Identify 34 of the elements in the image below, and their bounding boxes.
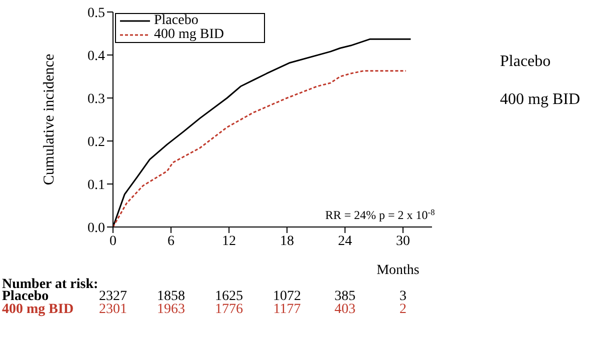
text: 3: [400, 289, 406, 304]
text: 2301: [99, 302, 127, 317]
x-tick-label: 30: [396, 234, 410, 249]
line-series: [113, 70, 407, 227]
text: 1858: [157, 289, 185, 304]
x-tick-label: 24: [338, 234, 352, 249]
x-tick-label: 0: [110, 234, 116, 249]
text: Placebo: [500, 53, 551, 70]
text: Placebo: [2, 289, 49, 304]
x-axis-title: Months: [376, 263, 420, 278]
text: 1963: [157, 302, 185, 317]
text: 1625: [215, 289, 243, 304]
y-tick-label: 0.0: [88, 220, 105, 236]
x-tick-label: 6: [168, 234, 174, 249]
x-tick-label: 18: [280, 234, 294, 249]
text: 2327: [99, 289, 127, 304]
legend-label: Placebo: [154, 13, 198, 28]
y-tick-label: 0.5: [88, 6, 105, 21]
y-axis-title: Cumulative incidence: [41, 54, 58, 186]
text: 1776: [215, 302, 243, 317]
legend-label: 400 mg BID: [154, 27, 224, 42]
y-tick-label: 0.4: [88, 48, 105, 64]
x-tick-label: 12: [222, 234, 236, 249]
text: 400 mg BID: [500, 91, 580, 108]
text: 403: [334, 302, 356, 317]
y-tick-label: 0.2: [88, 134, 105, 150]
text: 2: [400, 302, 406, 317]
annotation: RR = 24% p = 2 x 10$^{-8}$: [325, 208, 435, 222]
text: 385: [334, 289, 356, 304]
text: 1072: [273, 289, 301, 304]
text: 1177: [273, 302, 301, 317]
y-tick-label: 0.1: [88, 178, 105, 193]
y-tick-label: 0.3: [88, 92, 105, 107]
text: 400 mg BID: [2, 302, 74, 317]
